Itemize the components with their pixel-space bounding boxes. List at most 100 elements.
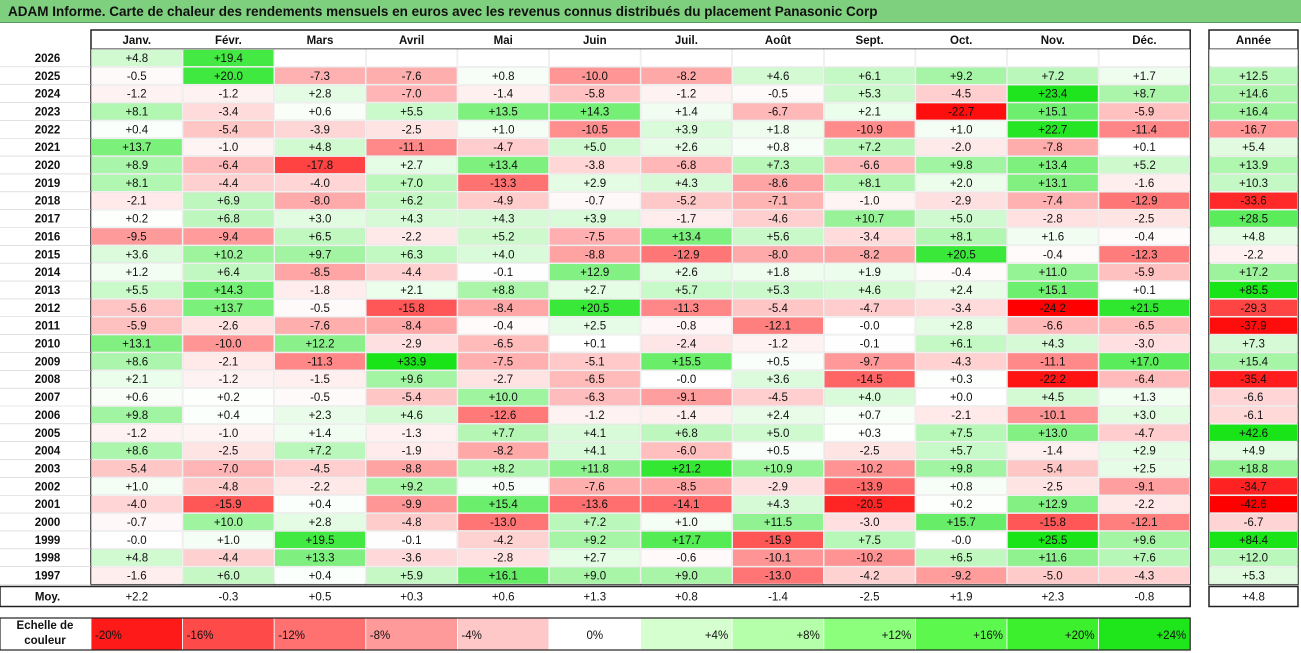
heatmap-cell: [1007, 281, 1099, 299]
heatmap-cell: [91, 459, 183, 478]
heatmap-cell: [823, 548, 916, 567]
heatmap-cell: [182, 209, 275, 228]
cell-value: +9.8: [125, 410, 148, 422]
heatmap-cell: [457, 263, 549, 281]
cell-value: -5.9: [1134, 106, 1154, 118]
cell-value: -0.1: [860, 339, 880, 351]
annual-cell: [1209, 156, 1298, 174]
heatmap-cell: [457, 495, 549, 513]
cell-value: +7.2: [858, 142, 881, 154]
heatmap-cell: [1098, 174, 1190, 192]
average-value: +0.8: [675, 592, 698, 604]
cell-value: -4.5: [951, 89, 971, 101]
heatmap-cell: [915, 299, 1007, 317]
cell-value: -7.6: [310, 321, 330, 333]
heatmap-cell: [365, 513, 458, 531]
cell-value: +0.4: [125, 124, 148, 136]
cell-value: -0.5: [127, 71, 147, 83]
cell-value: -7.5: [493, 356, 513, 368]
row-label-2002: 2002: [35, 481, 61, 493]
cell-value: +13.4: [489, 160, 519, 172]
row-label-2024: 2024: [35, 89, 61, 101]
heatmap-cell: [732, 120, 824, 139]
cell-value: -1.2: [127, 428, 147, 440]
cell-value: -24.2: [1040, 303, 1066, 315]
heatmap-cell: [549, 245, 641, 264]
heatmap-cell: [915, 245, 1007, 264]
cell-value: +7.5: [950, 428, 973, 440]
annual-cell: [1209, 102, 1298, 121]
heatmap-cell: [823, 424, 916, 442]
heatmap-cell: [823, 102, 916, 121]
cell-value: +2.6: [675, 267, 698, 279]
heatmap-cell: [1098, 138, 1190, 156]
cell-value: +0.5: [492, 481, 515, 493]
heatmap-cell: [365, 299, 458, 317]
cell-value: +7.5: [858, 535, 881, 547]
color-scale-label-8: +8%: [796, 630, 819, 642]
cell-value: -2.9: [951, 196, 971, 208]
heatmap-cell: [640, 84, 732, 103]
heatmap-cell: [915, 49, 1007, 67]
cell-value: -5.4: [218, 124, 238, 136]
heatmap-cell: [91, 209, 183, 228]
cell-value: -1.2: [676, 89, 696, 101]
cell-value: +10.9: [763, 463, 792, 475]
heatmap-cell: [457, 459, 549, 478]
heatmap-cell: [915, 477, 1007, 496]
cell-value: -8.6: [768, 178, 788, 190]
cell-value: -8.5: [310, 267, 330, 279]
heatmap-cell: [1007, 67, 1099, 85]
cell-value: +2.8: [309, 517, 332, 529]
heatmap-cell: [549, 352, 641, 371]
cell-value: +5.0: [583, 142, 606, 154]
heatmap-cell: [915, 263, 1007, 281]
cell-value: +1.3: [1133, 392, 1156, 404]
annual-cell: [1209, 192, 1298, 210]
cell-value: -12.3: [1131, 249, 1157, 261]
annual-cell: [1209, 388, 1298, 406]
heatmap-cell: [549, 548, 641, 567]
annual-value: -6.6: [1244, 392, 1264, 404]
average-row-frame: [0, 585, 1191, 608]
annual-cell: [1209, 406, 1298, 424]
cell-value: -17.8: [307, 160, 333, 172]
cell-value: +14.3: [580, 106, 609, 118]
cell-value: -14.1: [673, 499, 699, 511]
cell-value: +7.2: [583, 517, 606, 529]
heatmap-cell: [274, 316, 366, 335]
heatmap-cell: [549, 84, 641, 103]
row-label-2013: 2013: [35, 285, 61, 297]
heatmap-cell: [182, 84, 275, 103]
cell-value: -2.0: [951, 142, 971, 154]
column-header-2: Févr.: [215, 35, 242, 47]
column-header-8: Août: [765, 35, 791, 47]
cell-value: +1.2: [125, 267, 148, 279]
row-label-2009: 2009: [35, 356, 61, 368]
cell-value: -10.1: [765, 553, 791, 565]
heatmap-cell: [549, 566, 641, 585]
cell-value: -3.0: [860, 517, 880, 529]
cell-value: -1.4: [1043, 446, 1063, 458]
color-scale-swatch: [365, 617, 458, 651]
heatmap-cell: [274, 370, 366, 388]
cell-value: -11.4: [1132, 124, 1158, 136]
cell-value: -1.3: [402, 428, 422, 440]
heatmap-cell: [1007, 299, 1099, 317]
heatmap-cell: [823, 263, 916, 281]
color-scale-label-7: +4%: [705, 630, 728, 642]
heatmap-cell: [640, 316, 732, 335]
heatmap-cell: [182, 49, 275, 67]
heatmap-cell: [732, 531, 824, 549]
cell-value: -0.5: [768, 89, 788, 101]
heatmap-cell: [274, 566, 366, 585]
heatmap-cell: [91, 49, 183, 67]
heatmap-cell: [1007, 245, 1099, 264]
cell-value: -0.4: [493, 321, 513, 333]
cell-value: +9.2: [950, 71, 973, 83]
cell-value: -13.3: [490, 178, 516, 190]
cell-value: -0.0: [676, 374, 696, 386]
cell-value: +0.2: [125, 214, 148, 226]
heatmap-cell: [549, 138, 641, 156]
color-scale-label-9: +12%: [882, 630, 912, 642]
